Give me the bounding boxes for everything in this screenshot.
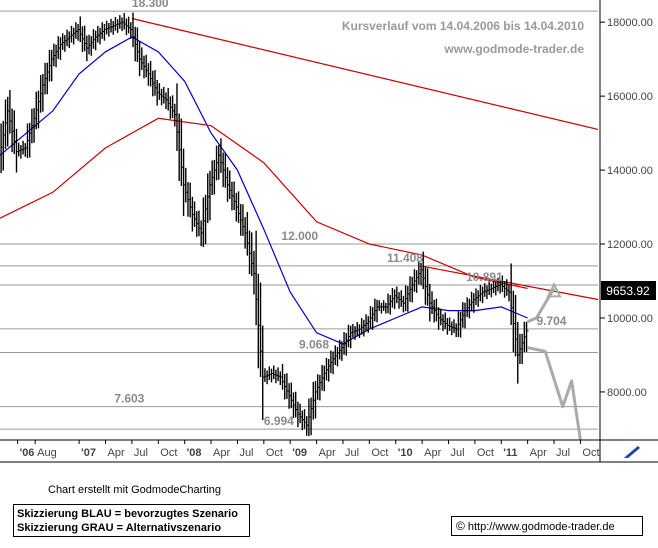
current-price-label: 9653.92 xyxy=(606,284,650,298)
x-tick-label-20: Jul xyxy=(556,447,570,459)
x-tick-label-15: Apr xyxy=(424,447,441,459)
legend-line-grey: Skizzierung GRAU = Alternativszenario xyxy=(17,522,222,534)
x-tick-label-11: Apr xyxy=(319,447,336,459)
plot-background xyxy=(0,0,600,440)
level-label-6: 7.603 xyxy=(114,392,144,406)
chart-subtitle: www.godmode-trader.de xyxy=(443,42,584,56)
y-tick-label-3: 12000.00 xyxy=(607,239,653,251)
chart-credit: Chart erstellt mit GodmodeCharting xyxy=(48,484,222,496)
y-tick-label-2: 14000.00 xyxy=(607,165,653,177)
level-label-2: 11.408 xyxy=(387,251,423,265)
x-tick-label-16: Jul xyxy=(451,447,465,459)
current-price-box xyxy=(601,281,656,300)
x-tick-label-8: Jul xyxy=(239,447,253,459)
copyright-symbol: © xyxy=(456,519,465,533)
trendline-1 xyxy=(422,265,599,301)
x-tick-label-1: Aug xyxy=(37,447,57,459)
y-axis-ticks: 18000.00 16000.00 14000.00 12000.00 10000.00… xyxy=(600,17,653,399)
price-bars xyxy=(0,12,529,437)
moving-average-1 xyxy=(0,117,528,289)
x-tick-label-19: Apr xyxy=(530,447,547,459)
scenario-arrowhead xyxy=(546,282,562,298)
x-tick-label-12: Jul xyxy=(345,447,359,459)
x-tick-label-5: Oct xyxy=(160,447,177,459)
trendline-0 xyxy=(131,17,599,130)
x-tick-label-4: Jul xyxy=(134,447,148,459)
x-tick-label-0: '06 xyxy=(20,447,35,459)
x-tick-label-3: Apr xyxy=(108,447,125,459)
y-tick-label-1: 16000.00 xyxy=(607,91,653,103)
scenario-legend: Skizzierung BLAU = bevorzugtes Szenario … xyxy=(13,504,250,537)
scenario-sketches xyxy=(527,282,582,441)
level-label-7: 6.994 xyxy=(264,414,294,428)
x-tick-label-18: '11 xyxy=(503,447,517,459)
chart-title: Kursverlauf vom 14.04.2006 bis 14.04.201… xyxy=(342,19,584,33)
current-price-marker: 9653.92 xyxy=(601,281,656,300)
x-tick-label-17: Oct xyxy=(477,447,494,459)
x-tick-label-9: Oct xyxy=(266,447,283,459)
x-tick-label-13: Oct xyxy=(371,447,388,459)
x-tick-label-6: '08 xyxy=(187,447,202,459)
y-tick-label-4: 10000.00 xyxy=(607,313,653,325)
website-url[interactable]: http://www.godmode-trader.de xyxy=(467,521,615,533)
level-label-3: 10.891 xyxy=(466,270,503,284)
scenario-0 xyxy=(527,287,556,324)
level-lines xyxy=(0,10,598,430)
corner-icon-hit[interactable] xyxy=(601,441,657,461)
x-tick-label-21: Oct xyxy=(582,447,599,459)
trendlines xyxy=(131,17,599,301)
moving-average-0 xyxy=(0,36,528,345)
moving-averages xyxy=(0,36,528,345)
x-tick-label-14: '10 xyxy=(398,447,413,459)
x-tick-label-7: Apr xyxy=(213,447,230,459)
level-label-1: 12.000 xyxy=(281,229,318,243)
corner-icon-tip xyxy=(624,456,628,458)
corner-icon-shape xyxy=(626,446,640,458)
scenario-1 xyxy=(527,346,582,441)
x-tick-label-10: '09 xyxy=(292,447,307,459)
pen-arrow-icon[interactable] xyxy=(601,441,657,461)
website-link[interactable]: © http://www.godmode-trader.de xyxy=(451,516,643,536)
x-axis-ticks: '06 Aug '07 Apr Jul Oct '08 Apr Jul Oct '09 Apr Jul O… xyxy=(17,440,600,459)
level-labels: 18.300 12.000 11.408 10.891 9.704 9.068 7.603 6… xyxy=(114,0,566,428)
x-tick-label-2: '07 xyxy=(81,447,96,459)
legend-line-blue: Skizzierung BLAU = bevorzugtes Szenario xyxy=(17,508,238,520)
level-label-0: 18.300 xyxy=(132,0,169,10)
y-tick-label-5: 8000.00 xyxy=(607,387,647,399)
y-tick-label-0: 18000.00 xyxy=(607,17,653,29)
level-label-4: 9.704 xyxy=(536,314,566,328)
level-label-5: 9.068 xyxy=(299,337,329,351)
